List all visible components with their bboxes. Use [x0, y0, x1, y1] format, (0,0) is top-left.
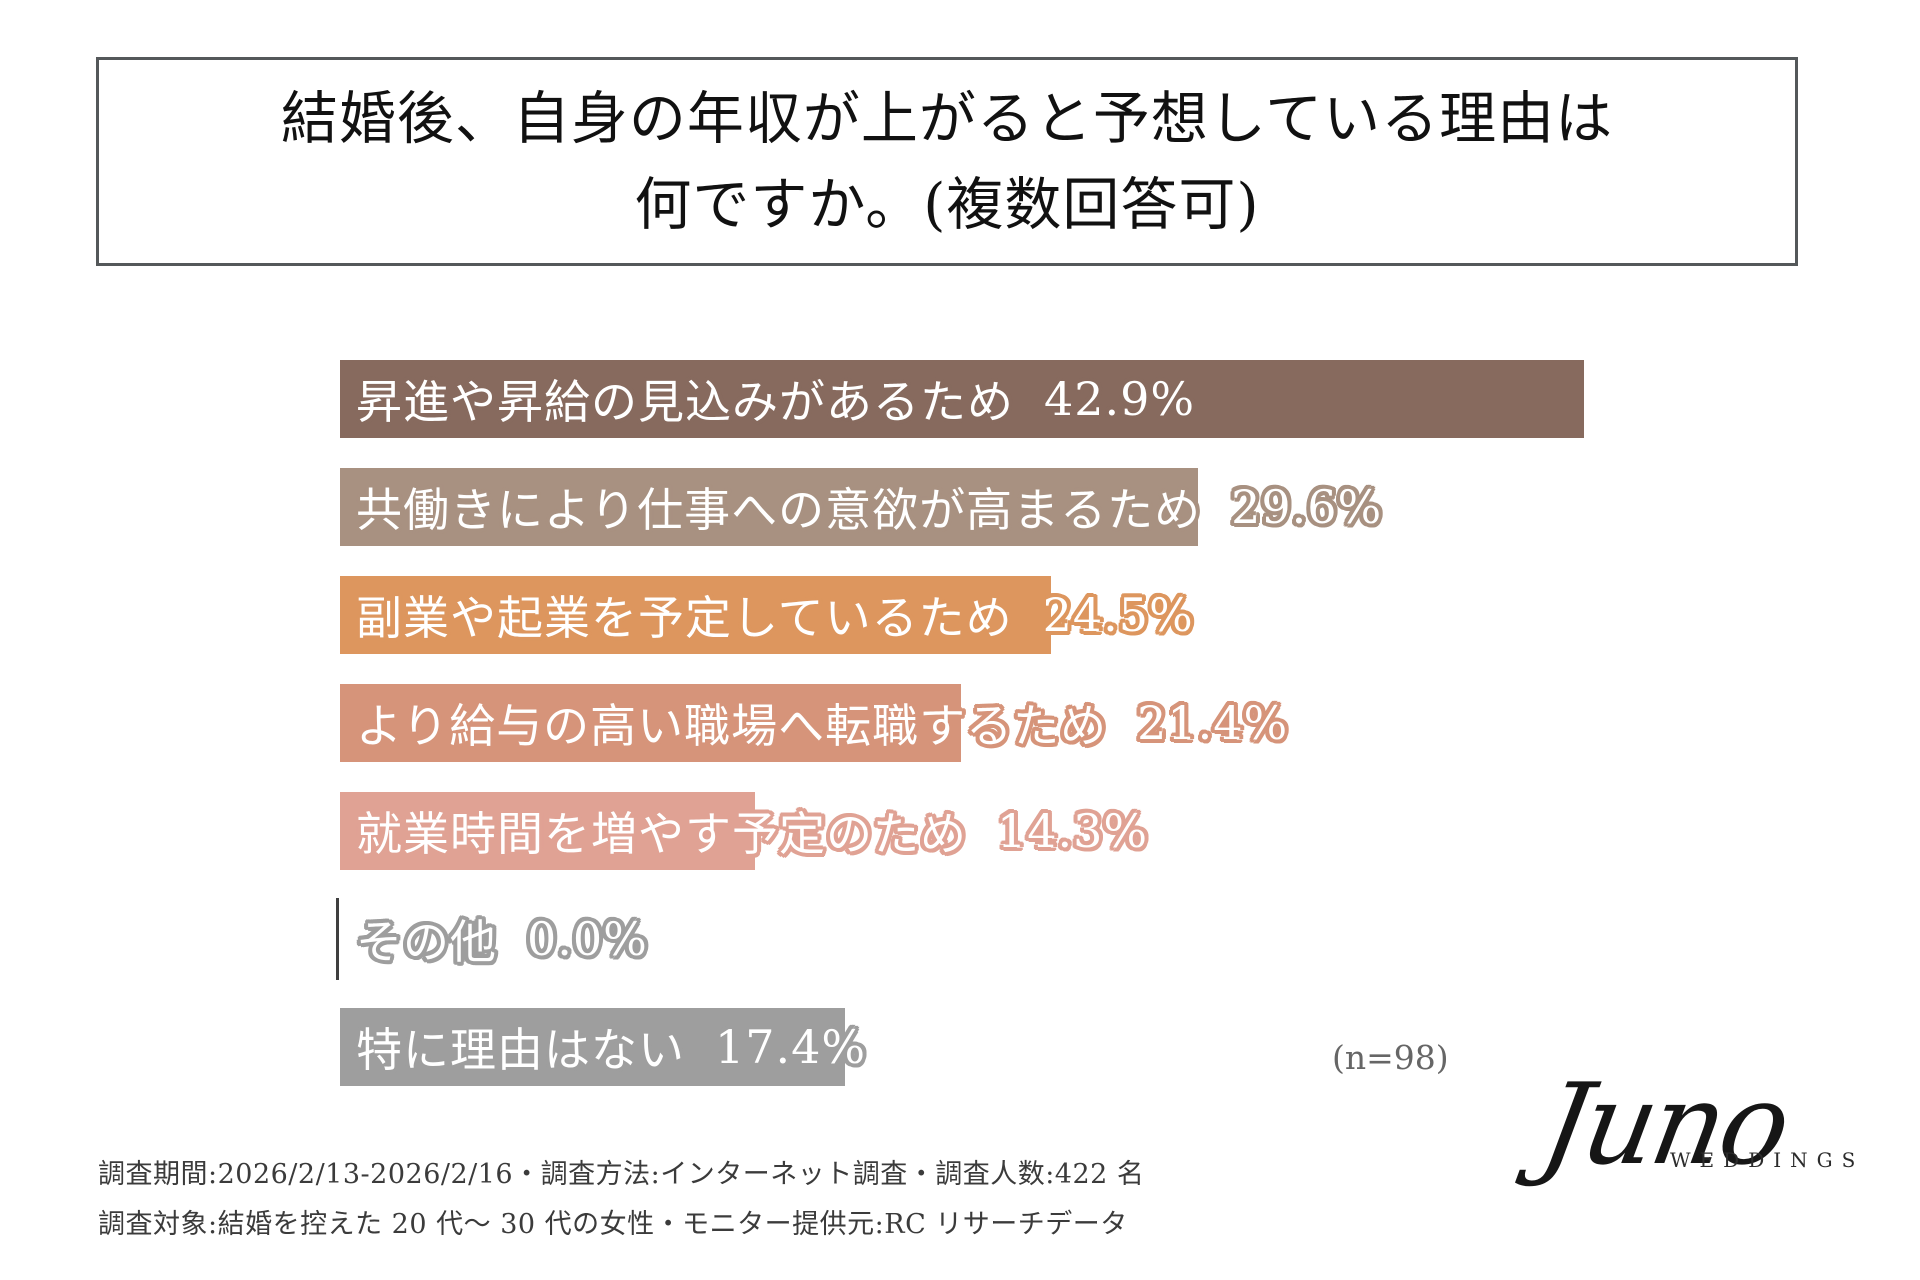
bar-label: より給与の高い職場へ転職するため 21.4% — [356, 684, 1288, 762]
bar-row-no-reason: 特に理由はない 17.4% — [340, 1008, 1900, 1086]
bar-job-change — [340, 684, 961, 762]
bar-row-promotion: 昇進や昇給の見込みがあるため 42.9% — [340, 360, 1900, 438]
bar-value-text: 29.6% — [1231, 480, 1383, 534]
bar-dual-income — [340, 468, 1198, 546]
bar-row-job-change: より給与の高い職場へ転職するため 21.4% — [340, 684, 1900, 762]
axis-line — [336, 898, 339, 980]
bar-label: 共働きにより仕事への意欲が高まるため 29.6% — [356, 468, 1382, 546]
bar-value-text: 42.9% — [1044, 372, 1196, 426]
bar-label: 副業や起業を予定しているため 24.5% — [356, 576, 1194, 654]
bar-category-text: その他 — [356, 915, 497, 969]
bar-value-text: 17.4% — [715, 1020, 867, 1074]
bar-value-text: 24.5% — [1042, 588, 1194, 642]
bar-row-more-hours: 就業時間を増やす予定のため 14.3% — [340, 792, 1900, 870]
survey-note-line2: 調査対象:結婚を控えた 20 代〜 30 代の女性・モニター提供元:RC リサー… — [98, 1209, 1128, 1240]
title-box: 結婚後、自身の年収が上がると予想している理由は 何ですか。(複数回答可) — [96, 57, 1798, 266]
bar-category-text: 就業時間を増やす予定のため — [356, 807, 967, 861]
bar-side-business — [340, 576, 1051, 654]
page-title-line2: 何ですか。(複数回答可) — [634, 171, 1260, 238]
sample-size-note: (n=98) — [1332, 1038, 1449, 1077]
bar-row-side-business: 副業や起業を予定しているため 24.5% — [340, 576, 1900, 654]
bar-label: その他 0.0% — [356, 900, 648, 978]
page-title-line1: 結婚後、自身の年収が上がると予想している理由は — [280, 85, 1614, 152]
bar-label: 就業時間を増やす予定のため 14.3% — [356, 792, 1148, 870]
bar-promotion — [340, 360, 1584, 438]
bar-more-hours — [340, 792, 755, 870]
survey-note-line1: 調査期間:2026/2/13-2026/2/16・調査方法:インターネット調査・… — [98, 1159, 1145, 1190]
logo-weddings-text: WEDDINGS — [1670, 1148, 1865, 1172]
bar-category-text: 特に理由はない — [356, 1023, 685, 1077]
bar-value-text: 14.3% — [997, 804, 1149, 858]
bar-no-reason — [340, 1008, 845, 1086]
bar-chart: 昇進や昇給の見込みがあるため 42.9% 共働きにより仕事への意欲が高まるため … — [336, 360, 1900, 1116]
bar-category-text: より給与の高い職場へ転職するため — [356, 699, 1108, 753]
bar-label: 特に理由はない 17.4% — [356, 1008, 866, 1086]
survey-notes: 調査期間:2026/2/13-2026/2/16・調査方法:インターネット調査・… — [98, 1150, 1144, 1250]
bar-category-text: 共働きにより仕事への意欲が高まるため — [356, 483, 1202, 537]
juno-weddings-logo: WEDDINGS Juno — [1533, 1060, 1860, 1250]
bar-value-text: 21.4% — [1137, 696, 1289, 750]
bar-value-text: 0.0% — [527, 912, 648, 966]
bar-label: 昇進や昇給の見込みがあるため 42.9% — [356, 360, 1195, 438]
bar-row-dual-income: 共働きにより仕事への意欲が高まるため 29.6% — [340, 468, 1900, 546]
bar-category-text: 昇進や昇給の見込みがあるため — [356, 375, 1014, 429]
bar-row-other: その他 0.0% — [336, 898, 1900, 980]
bar-category-text: 副業や起業を予定しているため — [356, 591, 1013, 645]
